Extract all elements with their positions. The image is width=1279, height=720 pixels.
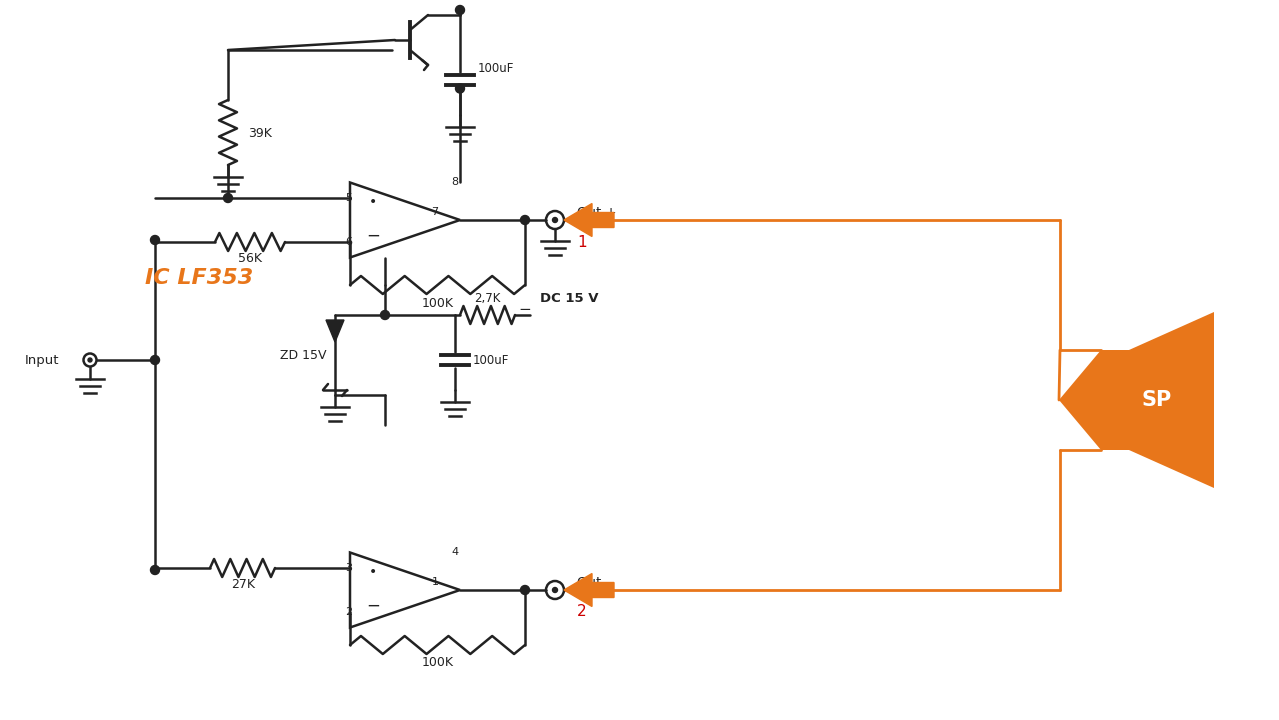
Circle shape: [455, 84, 464, 93]
Text: DC 15 V: DC 15 V: [540, 292, 599, 305]
Text: 5: 5: [345, 193, 353, 203]
Circle shape: [151, 565, 160, 575]
Circle shape: [455, 6, 464, 14]
Text: IC LF353: IC LF353: [145, 268, 253, 288]
Circle shape: [521, 585, 530, 595]
Text: 1: 1: [431, 577, 439, 587]
Text: 1: 1: [577, 235, 587, 250]
Circle shape: [380, 310, 390, 320]
Text: 39K: 39K: [248, 127, 272, 140]
Text: Out +: Out +: [577, 205, 616, 218]
Text: 4: 4: [451, 547, 459, 557]
Text: 56K: 56K: [238, 251, 262, 264]
Text: −: −: [366, 227, 380, 245]
Text: 6: 6: [345, 237, 353, 247]
Text: 27K: 27K: [231, 577, 255, 590]
FancyBboxPatch shape: [1101, 350, 1129, 450]
Text: −: −: [518, 302, 531, 317]
Circle shape: [151, 235, 160, 245]
Circle shape: [151, 356, 160, 364]
Circle shape: [553, 588, 558, 593]
Text: −: −: [366, 597, 380, 615]
Polygon shape: [564, 574, 614, 606]
Circle shape: [88, 358, 92, 362]
Text: •: •: [368, 565, 377, 579]
Text: 2,7K: 2,7K: [475, 292, 500, 305]
Text: 3: 3: [345, 563, 353, 573]
Text: 100K: 100K: [422, 657, 454, 670]
Text: 2: 2: [577, 605, 587, 619]
Polygon shape: [326, 320, 344, 342]
Text: •: •: [368, 195, 377, 209]
Circle shape: [553, 217, 558, 222]
Text: 7: 7: [431, 207, 439, 217]
Text: SP: SP: [1142, 390, 1172, 410]
Circle shape: [224, 194, 233, 202]
Polygon shape: [1129, 312, 1214, 488]
Circle shape: [521, 215, 530, 225]
Polygon shape: [564, 204, 614, 236]
Text: 100uF: 100uF: [473, 354, 509, 366]
Text: Input: Input: [26, 354, 60, 366]
Text: ZD 15V: ZD 15V: [280, 348, 326, 361]
Text: 8: 8: [451, 177, 459, 187]
Text: 100K: 100K: [422, 297, 454, 310]
Text: 100uF: 100uF: [478, 61, 514, 74]
Polygon shape: [1059, 350, 1101, 450]
Text: 2: 2: [345, 607, 353, 617]
Text: Out -: Out -: [577, 575, 610, 588]
